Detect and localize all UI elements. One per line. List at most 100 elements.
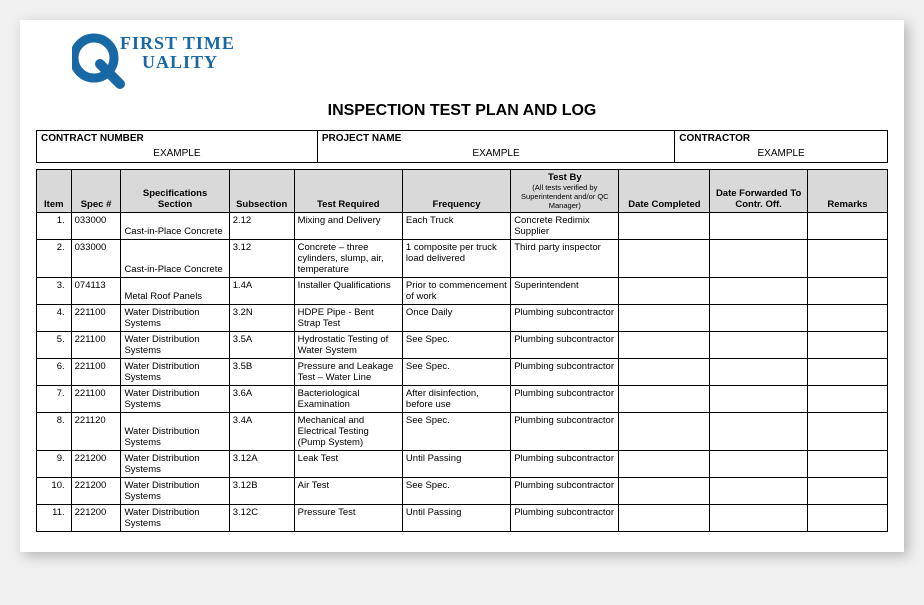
cell-spec: 221100 (71, 305, 121, 332)
col-section-header: Specifications Section (121, 170, 229, 213)
cell-frequency: 1 composite per truck load delivered (402, 240, 510, 278)
cell-spec: 221100 (71, 386, 121, 413)
cell-date-completed (619, 213, 710, 240)
project-name-label: PROJECT NAME (318, 131, 674, 146)
logo-line1: FIRST TIME (120, 33, 235, 53)
cell-date-forwarded (710, 386, 807, 413)
cell-test-by: Plumbing subcontractor (511, 386, 619, 413)
cell-remarks (807, 451, 887, 478)
col-frequency-header: Frequency (402, 170, 510, 213)
cell-date-completed (619, 505, 710, 532)
cell-item: 4. (37, 305, 72, 332)
cell-item: 9. (37, 451, 72, 478)
table-row: 3.074113Metal Roof Panels1.4AInstaller Q… (37, 278, 888, 305)
cell-item: 5. (37, 332, 72, 359)
cell-test-required: Bacteriological Examination (294, 386, 402, 413)
col-test-by-note: (All tests verified by Superintendent an… (514, 183, 615, 210)
cell-frequency: After disinfection, before use (402, 386, 510, 413)
cell-remarks (807, 278, 887, 305)
cell-remarks (807, 359, 887, 386)
cell-date-forwarded (710, 451, 807, 478)
cell-date-completed (619, 278, 710, 305)
col-test-by-label: Test By (548, 172, 582, 183)
header-info-table: CONTRACT NUMBER EXAMPLE PROJECT NAME EXA… (36, 130, 888, 163)
cell-subsection: 3.2N (229, 305, 294, 332)
cell-section: Water Distribution Systems (121, 359, 229, 386)
cell-spec: 033000 (71, 213, 121, 240)
cell-test-required: Mechanical and Electrical Testing (Pump … (294, 413, 402, 451)
cell-test-required: HDPE Pipe - Bent Strap Test (294, 305, 402, 332)
cell-test-by: Plumbing subcontractor (511, 305, 619, 332)
cell-subsection: 3.5B (229, 359, 294, 386)
cell-date-forwarded (710, 413, 807, 451)
cell-item: 10. (37, 478, 72, 505)
cell-item: 1. (37, 213, 72, 240)
cell-remarks (807, 478, 887, 505)
cell-frequency: See Spec. (402, 332, 510, 359)
page-title: INSPECTION TEST PLAN AND LOG (36, 102, 888, 120)
cell-date-forwarded (710, 213, 807, 240)
cell-subsection: 3.12C (229, 505, 294, 532)
cell-test-required: Hydrostatic Testing of Water System (294, 332, 402, 359)
cell-section: Water Distribution Systems (121, 386, 229, 413)
cell-item: 6. (37, 359, 72, 386)
cell-test-required: Pressure and Leakage Test – Water Line (294, 359, 402, 386)
table-row: 6.221100Water Distribution Systems3.5BPr… (37, 359, 888, 386)
table-row: 11.221200Water Distribution Systems3.12C… (37, 505, 888, 532)
col-date-completed-header: Date Completed (619, 170, 710, 213)
table-row: 10.221200Water Distribution Systems3.12B… (37, 478, 888, 505)
cell-subsection: 3.12 (229, 240, 294, 278)
cell-item: 3. (37, 278, 72, 305)
col-remarks-header: Remarks (807, 170, 887, 213)
cell-frequency: Until Passing (402, 451, 510, 478)
cell-spec: 221200 (71, 505, 121, 532)
table-body: 1.033000Cast-in-Place Concrete2.12Mixing… (37, 213, 888, 532)
cell-item: 8. (37, 413, 72, 451)
contract-number-label: CONTRACT NUMBER (37, 131, 317, 146)
cell-date-forwarded (710, 240, 807, 278)
cell-remarks (807, 386, 887, 413)
cell-test-required: Concrete – three cylinders, slump, air, … (294, 240, 402, 278)
cell-section: Cast-in-Place Concrete (121, 240, 229, 278)
logo-area: FIRST TIME UALITY (36, 34, 888, 96)
cell-subsection: 3.12B (229, 478, 294, 505)
cell-date-completed (619, 305, 710, 332)
cell-spec: 221100 (71, 359, 121, 386)
table-row: 4.221100Water Distribution Systems3.2NHD… (37, 305, 888, 332)
cell-frequency: See Spec. (402, 413, 510, 451)
project-name-value: EXAMPLE (318, 146, 674, 162)
contract-number-value: EXAMPLE (37, 146, 317, 162)
cell-test-by: Third party inspector (511, 240, 619, 278)
col-item-header: Item (37, 170, 72, 213)
cell-item: 2. (37, 240, 72, 278)
cell-section: Water Distribution Systems (121, 505, 229, 532)
table-row: 9.221200Water Distribution Systems3.12AL… (37, 451, 888, 478)
cell-date-forwarded (710, 278, 807, 305)
cell-remarks (807, 332, 887, 359)
cell-date-completed (619, 240, 710, 278)
cell-test-by: Concrete Redimix Supplier (511, 213, 619, 240)
cell-subsection: 3.4A (229, 413, 294, 451)
cell-frequency: Each Truck (402, 213, 510, 240)
table-header-row: Item Spec # Specifications Section Subse… (37, 170, 888, 213)
cell-date-completed (619, 413, 710, 451)
cell-subsection: 3.6A (229, 386, 294, 413)
cell-date-completed (619, 332, 710, 359)
col-date-forwarded-header: Date Forwarded To Contr. Off. (710, 170, 807, 213)
cell-frequency: See Spec. (402, 359, 510, 386)
cell-test-required: Leak Test (294, 451, 402, 478)
cell-test-by: Superintendent (511, 278, 619, 305)
table-row: 5.221100Water Distribution Systems3.5AHy… (37, 332, 888, 359)
cell-date-completed (619, 478, 710, 505)
col-test-required-header: Test Required (294, 170, 402, 213)
cell-remarks (807, 240, 887, 278)
cell-test-required: Installer Qualifications (294, 278, 402, 305)
contractor-value: EXAMPLE (675, 146, 887, 162)
cell-item: 11. (37, 505, 72, 532)
cell-remarks (807, 305, 887, 332)
cell-frequency: Until Passing (402, 505, 510, 532)
cell-remarks (807, 505, 887, 532)
cell-date-forwarded (710, 332, 807, 359)
cell-section: Water Distribution Systems (121, 305, 229, 332)
cell-test-by: Plumbing subcontractor (511, 359, 619, 386)
